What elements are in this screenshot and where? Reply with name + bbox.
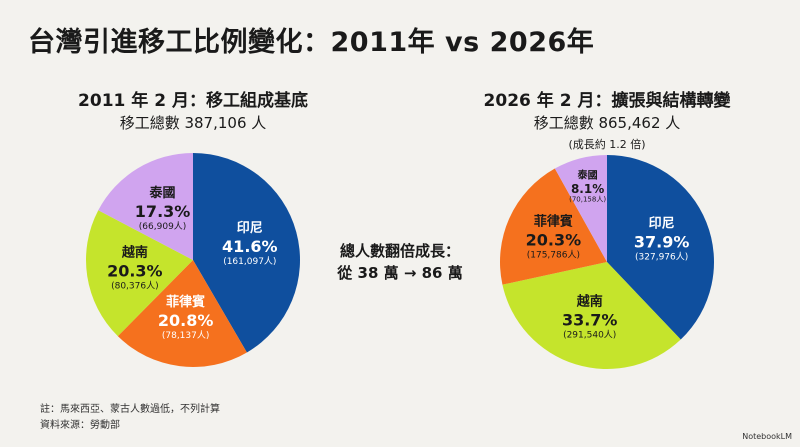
right-chart-subtitle: 移工總數 865,462 人 — [533, 114, 681, 132]
slice-label-name: 菲律賓 — [166, 294, 205, 310]
slice-label-count: (161,097人) — [223, 256, 276, 267]
pie-slice — [554, 155, 607, 262]
page-title: 台灣引進移工比例變化：2011年 vs 2026年 — [28, 27, 595, 58]
pie-slice — [502, 262, 681, 369]
slice-label-name: 泰國 — [577, 168, 598, 181]
brand-label: NotebookLM — [742, 432, 792, 441]
slice-label-percent: 33.7% — [562, 311, 618, 330]
pie-slice — [500, 168, 607, 285]
slice-label-name: 菲律賓 — [534, 213, 573, 229]
left-chart-subtitle: 移工總數 387,106 人 — [119, 114, 267, 132]
source-note: 資料來源：勞動部 — [40, 420, 120, 431]
slice-label-name: 越南 — [121, 245, 148, 261]
slice-label-name: 泰國 — [149, 185, 176, 201]
slice-label-percent: 41.6% — [222, 237, 278, 256]
slice-label-name: 印尼 — [649, 217, 675, 232]
slice-label-percent: 37.9% — [634, 233, 690, 252]
pie-slice — [193, 153, 300, 353]
slice-label-count: (78,137人) — [162, 330, 210, 341]
slice-label-count: (291,540人) — [563, 330, 616, 341]
left-chart-title: 2011 年 2 月：移工組成基底 — [78, 91, 308, 111]
slice-label-name: 越南 — [576, 294, 603, 310]
slice-label-count: (70,158人) — [569, 195, 606, 203]
pie-slice — [117, 260, 247, 367]
slice-label-name: 印尼 — [237, 221, 263, 236]
slice-label-percent: 20.3% — [526, 230, 582, 249]
growth-line-1: 總人數翻倍成長： — [339, 242, 460, 260]
right-chart-note: (成長約 1.2 倍) — [568, 138, 646, 151]
slice-label-percent: 20.8% — [158, 311, 214, 330]
growth-line-2: 從 38 萬 → 86 萬 — [337, 264, 463, 282]
slice-label-count: (327,976人) — [635, 252, 688, 263]
pie-slice — [98, 153, 193, 260]
pie-slice — [607, 155, 714, 340]
slice-label-percent: 8.1% — [571, 182, 604, 196]
slice-label-count: (66,909人) — [139, 221, 187, 232]
growth-callout: 總人數翻倍成長： 從 38 萬 → 86 萬 — [320, 240, 480, 284]
slice-label-percent: 20.3% — [107, 262, 163, 281]
slice-label-percent: 17.3% — [135, 202, 191, 221]
slice-label-count: (80,376人) — [111, 281, 159, 292]
footnote: 註：馬來西亞、蒙古人數過低，不列計算 — [40, 404, 220, 415]
slice-label-count: (175,786人) — [527, 249, 580, 260]
right-chart-title: 2026 年 2 月：擴張與結構轉變 — [483, 91, 731, 111]
pie-slice — [86, 210, 193, 337]
